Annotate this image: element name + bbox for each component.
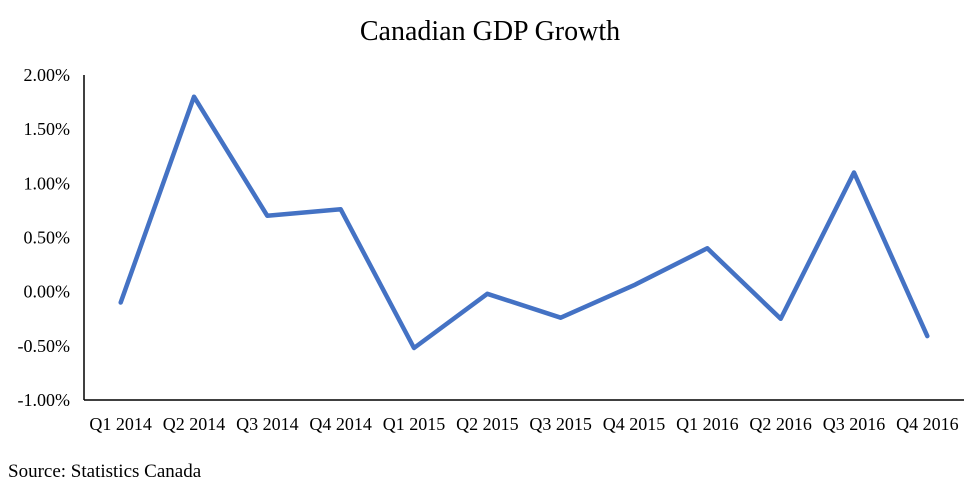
- x-tick-label: Q4 2015: [603, 414, 666, 434]
- y-tick-label: 0.50%: [24, 228, 71, 248]
- x-tick-label: Q1 2015: [383, 414, 446, 434]
- y-tick-label: 1.00%: [24, 173, 71, 193]
- y-tick-label: -1.00%: [18, 390, 71, 410]
- x-tick-label: Q2 2016: [749, 414, 812, 434]
- chart-title: Canadian GDP Growth: [359, 16, 621, 47]
- y-tick-label: 2.00%: [24, 65, 71, 85]
- y-tick-label: 1.50%: [24, 119, 71, 139]
- series-line: [118, 94, 930, 351]
- x-tick-label: Q3 2014: [236, 414, 299, 434]
- x-tick-label: Q1 2016: [676, 414, 739, 434]
- source-note: Source: Statistics Canada: [8, 461, 202, 482]
- x-tick-label: Q4 2014: [309, 414, 372, 434]
- x-tick-label: Q2 2014: [163, 414, 226, 434]
- x-tick-label: Q3 2016: [823, 414, 886, 434]
- x-tick-label: Q3 2015: [529, 414, 592, 434]
- x-tick-label: Q4 2016: [896, 414, 959, 434]
- x-tick-label: Q1 2014: [89, 414, 152, 434]
- x-tick-label: Q2 2015: [456, 414, 519, 434]
- y-tick-label: 0.00%: [24, 282, 71, 302]
- y-tick-label: -0.50%: [18, 336, 71, 356]
